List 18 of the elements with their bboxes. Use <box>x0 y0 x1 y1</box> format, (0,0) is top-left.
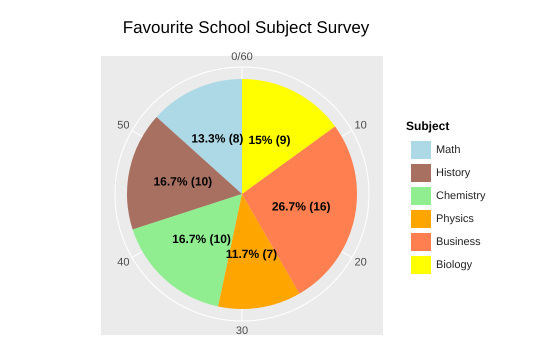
data-label: 26.7% (16) <box>272 200 331 214</box>
legend-label: Business <box>436 236 482 248</box>
legend-label: History <box>436 167 471 179</box>
text: 10 <box>354 120 367 132</box>
text: 30 <box>236 325 248 337</box>
data-label: 15% (9) <box>248 133 290 148</box>
data-label: 16.7% (10) <box>172 232 231 246</box>
text: 20 <box>354 256 367 268</box>
legend-label: Biology <box>436 259 473 271</box>
chart-title: Favourite School Subject Survey <box>122 18 370 37</box>
legend-label: Physics <box>436 213 474 225</box>
text: 40 <box>117 256 130 268</box>
legend-title: Subject <box>406 119 450 133</box>
legend-label: Chemistry <box>436 190 486 202</box>
text: 50 <box>117 120 130 132</box>
data-label: 16.7% (10) <box>153 174 212 188</box>
text: 0/60 <box>231 51 253 63</box>
legend-label: Math <box>436 144 460 156</box>
